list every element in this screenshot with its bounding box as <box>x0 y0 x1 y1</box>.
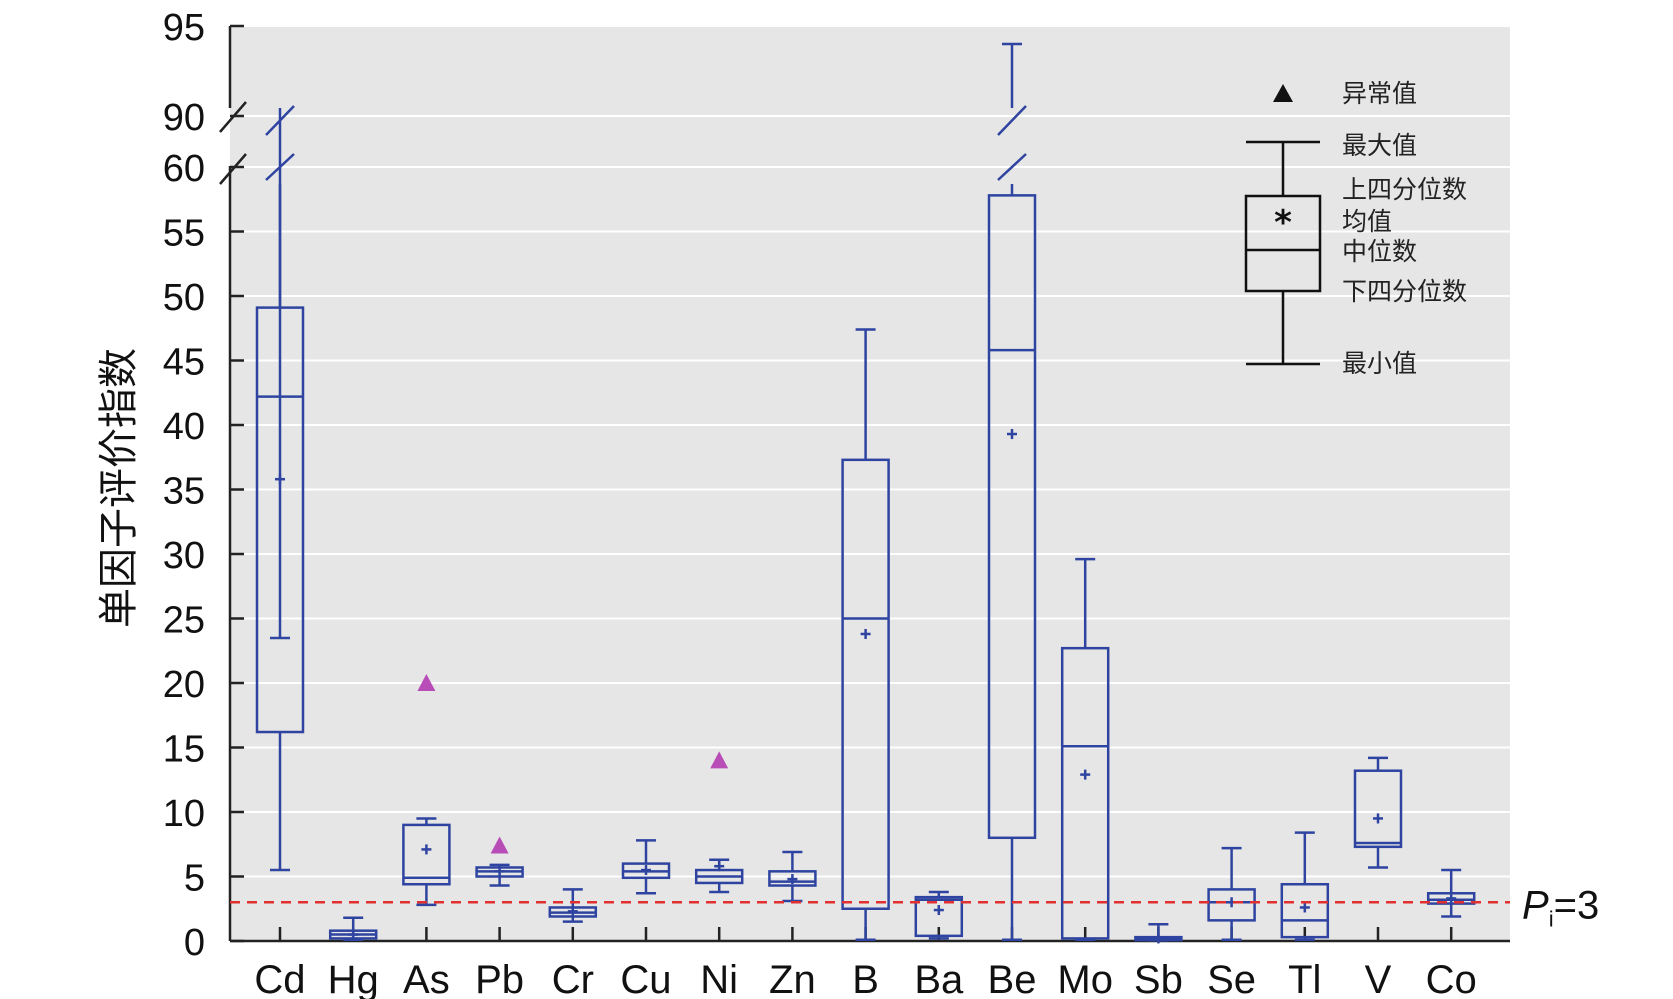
y-tick-label: 20 <box>163 664 205 706</box>
x-tick-label: Sb <box>1134 958 1183 999</box>
x-tick-labels: Cd Hg As Pb Cr Cu Ni Zn B Ba Be Mo Sb Se Tl V Co <box>254 958 1476 999</box>
y-tick-label: 25 <box>163 600 205 642</box>
box-cu <box>621 839 671 895</box>
outlier-marker <box>490 836 509 854</box>
iqr-box <box>1353 769 1403 849</box>
box-ba <box>914 890 964 940</box>
box-sb <box>1134 922 1183 944</box>
legend-label-min: 最小值 <box>1342 349 1417 378</box>
iqr-box <box>768 870 817 887</box>
y-tick-label: 55 <box>163 213 205 255</box>
y-tick-label: 60 <box>163 148 205 190</box>
legend-outlier-marker <box>1273 84 1293 102</box>
x-tick-label: Be <box>988 958 1037 999</box>
x-tick-label: Zn <box>769 958 816 999</box>
y-tick-label: 35 <box>163 471 205 513</box>
whisker-break-mark <box>265 153 295 181</box>
y-tick-label: 15 <box>163 729 205 771</box>
y-tick-label: 40 <box>163 406 205 448</box>
whisker-break-mark <box>997 153 1027 181</box>
whisker-break-mark <box>265 105 295 136</box>
x-tick-label: B <box>852 958 879 999</box>
box-as <box>402 674 451 907</box>
y-tick-label: 30 <box>163 535 205 577</box>
iqr-box <box>402 823 451 886</box>
x-tick-label: V <box>1365 958 1392 999</box>
legend-label-max: 最大值 <box>1342 131 1417 160</box>
x-tick-label: Tl <box>1288 958 1321 999</box>
whisker-break-mark <box>997 105 1027 136</box>
x-tick-label: Cu <box>620 958 671 999</box>
x-tick-label: Mo <box>1057 958 1113 999</box>
x-tick-label: Ni <box>700 958 738 999</box>
box-ni <box>694 751 744 894</box>
x-tick-label: Cd <box>254 958 305 999</box>
y-tick-label: 95 <box>163 7 205 49</box>
y-tick-labels: 0 5 10 15 20 25 30 35 40 45 50 55 60 90 95 <box>163 7 205 964</box>
iqr-box <box>1207 888 1256 922</box>
box-pb <box>475 836 524 887</box>
legend-mean-marker: * <box>1274 203 1292 243</box>
iqr-box <box>255 306 305 734</box>
outlier-marker <box>417 674 436 691</box>
x-tick-label: Co <box>1426 958 1477 999</box>
legend-label-q1: 下四分位数 <box>1342 277 1467 306</box>
reference-line-label: Pi=3 <box>1522 883 1599 931</box>
box-series <box>255 42 1476 944</box>
plot-background <box>230 26 1510 941</box>
legend-label-mean: 均值 <box>1342 207 1392 236</box>
y-tick-label: 45 <box>163 342 205 384</box>
iqr-box <box>914 895 964 938</box>
iqr-box <box>1426 892 1476 905</box>
box-cd <box>255 105 305 872</box>
box-zn <box>768 850 817 903</box>
y-tick-label: 50 <box>163 277 205 319</box>
y-tick-label: 5 <box>184 858 205 900</box>
x-tick-label: Pb <box>475 958 524 999</box>
axis-break-mark <box>219 153 247 185</box>
legend-label-outlier: 异常值 <box>1342 79 1417 108</box>
x-tick-label: Se <box>1207 958 1256 999</box>
legend-label-q3: 上四分位数 <box>1342 175 1467 204</box>
outlier-marker <box>710 751 729 769</box>
x-tick-label: Cr <box>552 958 594 999</box>
y-tick-label: 10 <box>163 793 205 835</box>
iqr-box <box>1280 882 1330 939</box>
box-b <box>841 328 890 941</box>
x-tick-label: As <box>403 958 450 999</box>
box-tl <box>1280 831 1330 941</box>
iqr-box <box>841 458 890 910</box>
box-be <box>987 42 1037 941</box>
box-hg <box>328 916 378 941</box>
x-tick-label: Hg <box>328 958 379 999</box>
y-tick-label: 90 <box>163 97 205 139</box>
legend-label-median: 中位数 <box>1342 237 1417 266</box>
y-axis-label: 单因子评价指数 <box>96 348 142 628</box>
iqr-box <box>987 194 1037 840</box>
box-cr <box>548 888 598 923</box>
box-co <box>1426 868 1476 918</box>
box-mo <box>1060 557 1110 941</box>
reference-line-group: Pi=3 <box>230 883 1599 931</box>
y-tick-label: 0 <box>184 922 205 964</box>
iqr-box <box>1060 646 1110 940</box>
x-tick-label: Ba <box>914 958 964 999</box>
box-v <box>1353 756 1403 869</box>
